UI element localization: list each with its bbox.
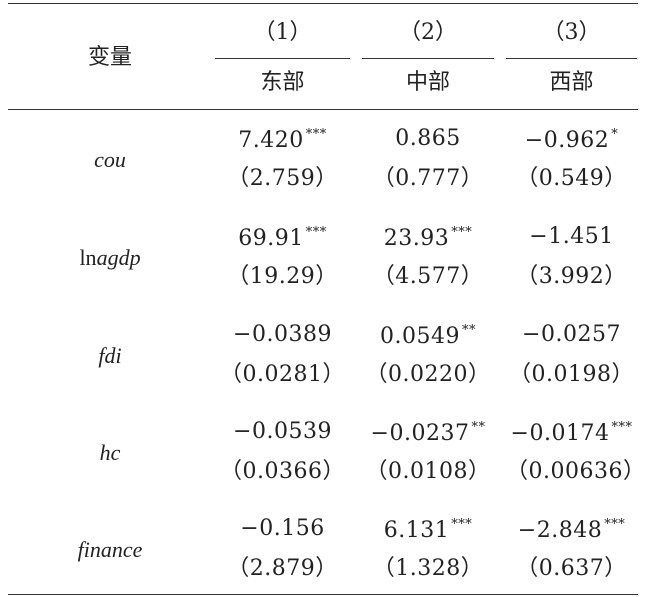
significance-stars: *** <box>451 225 473 240</box>
standard-error-cell: （0.0198） <box>509 362 634 387</box>
coefficient-value: −0.156 <box>240 516 325 541</box>
coefficient-value: 7.420 <box>238 128 304 153</box>
standard-error-cell: （0.0281） <box>220 362 345 387</box>
significance-stars: *** <box>604 517 626 532</box>
coefficient-cell: 69.91 *** <box>215 226 350 250</box>
standard-error-cell: （3.992） <box>516 264 627 289</box>
standard-error-cell: （0.0366） <box>220 459 345 484</box>
coefficient-value: −0.0174 <box>510 421 610 446</box>
column-group-rule-1 <box>215 58 350 59</box>
header-bottom-rule <box>8 109 638 110</box>
coefficient-value: −0.962 <box>524 128 610 153</box>
coefficient-cell: 0.0549 ** <box>362 324 494 348</box>
column-region-east: 东部 <box>260 70 305 95</box>
standard-error-cell: （2.879） <box>227 556 338 581</box>
column-number-3: （3） <box>542 20 601 45</box>
variable-name: cou <box>40 149 180 171</box>
coefficient-cell: −2.848 *** <box>506 518 637 542</box>
standard-error-cell: （19.29） <box>227 264 338 289</box>
significance-stars: *** <box>305 127 327 142</box>
standard-error-cell: （0.549） <box>516 166 627 191</box>
variable-name: fdi <box>40 345 180 367</box>
standard-error-cell: （2.759） <box>227 166 338 191</box>
standard-error-cell: （0.637） <box>516 556 627 581</box>
standard-error-cell: （1.328） <box>372 556 484 581</box>
coefficient-cell: −0.962 * <box>506 128 637 152</box>
variable-name-prefix: ln <box>79 245 97 270</box>
variable-name-italic: hc <box>99 440 121 465</box>
coefficient-cell: −0.0257 <box>506 324 637 346</box>
coefficient-value: −0.0257 <box>522 322 621 347</box>
variable-name: lnagdp <box>40 247 180 269</box>
coefficient-cell: 0.865 <box>362 128 494 150</box>
coefficient-value: 23.93 <box>383 226 450 251</box>
variable-name: finance <box>40 539 180 561</box>
column-region-central: 中部 <box>405 70 450 95</box>
significance-stars: *** <box>305 225 327 240</box>
variable-name-italic: agdp <box>96 245 141 270</box>
coefficient-value: 0.865 <box>395 126 461 151</box>
variable-name-italic: cou <box>94 147 126 172</box>
standard-error-cell: （0.00636） <box>506 459 645 484</box>
standard-error-cell: （4.577） <box>372 264 484 289</box>
standard-error-cell: （0.0220） <box>365 362 491 387</box>
column-region-west: 西部 <box>549 70 594 95</box>
coefficient-value: 0.0549 <box>380 324 460 349</box>
coefficient-cell: 7.420 *** <box>215 128 350 152</box>
variable-name-italic: fdi <box>98 343 122 368</box>
variable-header: 变量 <box>87 45 132 70</box>
standard-error-cell: （0.777） <box>372 166 484 191</box>
coefficient-cell: −0.0174 *** <box>506 421 637 445</box>
top-rule <box>8 3 638 4</box>
coefficient-value: 69.91 <box>238 226 304 251</box>
coefficient-value: −0.0237 <box>370 421 470 446</box>
coefficient-value: −2.848 <box>517 518 603 543</box>
variable-name: hc <box>40 442 180 464</box>
coefficient-value: −0.0389 <box>233 322 332 347</box>
variable-name-italic: finance <box>77 537 143 562</box>
coefficient-cell: −0.0539 <box>215 421 350 443</box>
bottom-rule <box>8 594 638 595</box>
column-number-1: （1） <box>253 20 312 45</box>
significance-stars: ** <box>471 420 486 435</box>
column-group-rule-3 <box>506 58 637 59</box>
coefficient-value: 6.131 <box>383 518 450 543</box>
coefficient-cell: 6.131 *** <box>362 518 494 542</box>
significance-stars: ** <box>461 323 476 338</box>
coefficient-cell: −0.0237 ** <box>362 421 494 445</box>
standard-error-cell: （0.0108） <box>365 459 491 484</box>
significance-stars: *** <box>611 420 633 435</box>
column-group-rule-2 <box>362 58 494 59</box>
coefficient-value: −0.0539 <box>233 419 332 444</box>
coefficient-cell: −1.451 <box>506 226 637 248</box>
significance-stars: *** <box>451 517 473 532</box>
coefficient-cell: −0.0389 <box>215 324 350 346</box>
significance-stars: * <box>611 127 619 142</box>
coefficient-cell: −0.156 <box>215 518 350 540</box>
column-number-2: （2） <box>399 20 457 45</box>
coefficient-cell: 23.93 *** <box>362 226 494 250</box>
coefficient-value: −1.451 <box>529 224 614 249</box>
